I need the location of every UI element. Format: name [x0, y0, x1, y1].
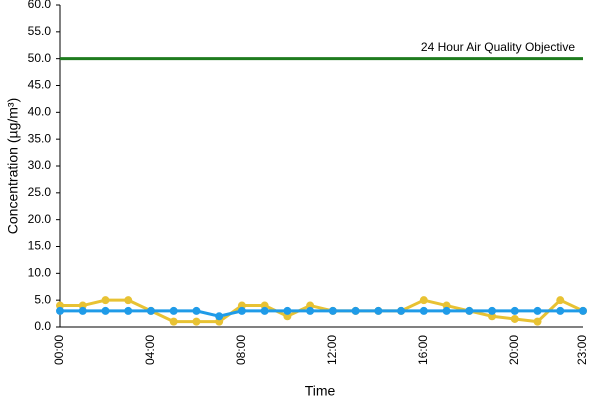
- y-tick-label: 15.0: [28, 239, 52, 253]
- objective-label: 24 Hour Air Quality Objective: [421, 40, 575, 54]
- y-tick-label: 20.0: [28, 212, 52, 226]
- data-point: [169, 317, 178, 326]
- data-point: [101, 296, 110, 305]
- data-point: [397, 306, 406, 315]
- data-point: [328, 306, 337, 315]
- data-point: [533, 317, 542, 326]
- data-point: [510, 314, 519, 323]
- y-axis-title: Concentration (µg/m³): [5, 98, 21, 234]
- x-tick-label: 12:00: [325, 335, 339, 365]
- data-point: [283, 306, 292, 315]
- y-tick-label: 45.0: [28, 78, 52, 92]
- data-point: [169, 306, 178, 315]
- data-point: [260, 306, 269, 315]
- data-point: [192, 317, 201, 326]
- data-point: [556, 306, 565, 315]
- x-tick-label: 20:00: [507, 335, 521, 365]
- y-tick-label: 50.0: [28, 51, 52, 65]
- x-axis-title: Time: [305, 383, 336, 399]
- y-tick-label: 35.0: [28, 131, 52, 145]
- data-point: [306, 306, 315, 315]
- data-point: [124, 296, 133, 305]
- x-tick-label: 00:00: [52, 335, 66, 365]
- data-point: [442, 306, 451, 315]
- y-tick-label: 55.0: [28, 24, 52, 38]
- data-point: [556, 296, 565, 305]
- y-tick-label: 5.0: [34, 292, 51, 306]
- y-tick-label: 10.0: [28, 266, 52, 280]
- data-point: [374, 306, 383, 315]
- x-tick-label: 04:00: [143, 335, 157, 365]
- data-point: [101, 306, 110, 315]
- data-point: [56, 306, 64, 315]
- y-tick-label: 0.0: [34, 319, 51, 333]
- y-tick-label: 40.0: [28, 105, 52, 119]
- data-point: [146, 306, 155, 315]
- y-tick-label: 30.0: [28, 158, 52, 172]
- x-tick-label: 08:00: [234, 335, 248, 365]
- data-point: [579, 306, 587, 315]
- data-point: [533, 306, 542, 315]
- data-point: [419, 306, 428, 315]
- series-line: [60, 309, 583, 318]
- data-point: [488, 306, 497, 315]
- data-point: [351, 306, 360, 315]
- y-tick-label: 60.0: [28, 0, 52, 11]
- data-point: [124, 306, 133, 315]
- data-point: [419, 296, 428, 305]
- data-point: [237, 306, 246, 315]
- y-tick-label: 25.0: [28, 185, 52, 199]
- data-point: [215, 312, 224, 321]
- data-point: [78, 306, 87, 315]
- data-point: [510, 306, 519, 315]
- data-point: [465, 306, 474, 315]
- x-tick-label: 16:00: [416, 335, 430, 365]
- data-point: [192, 306, 201, 315]
- x-tick-label: 23:00: [575, 335, 589, 365]
